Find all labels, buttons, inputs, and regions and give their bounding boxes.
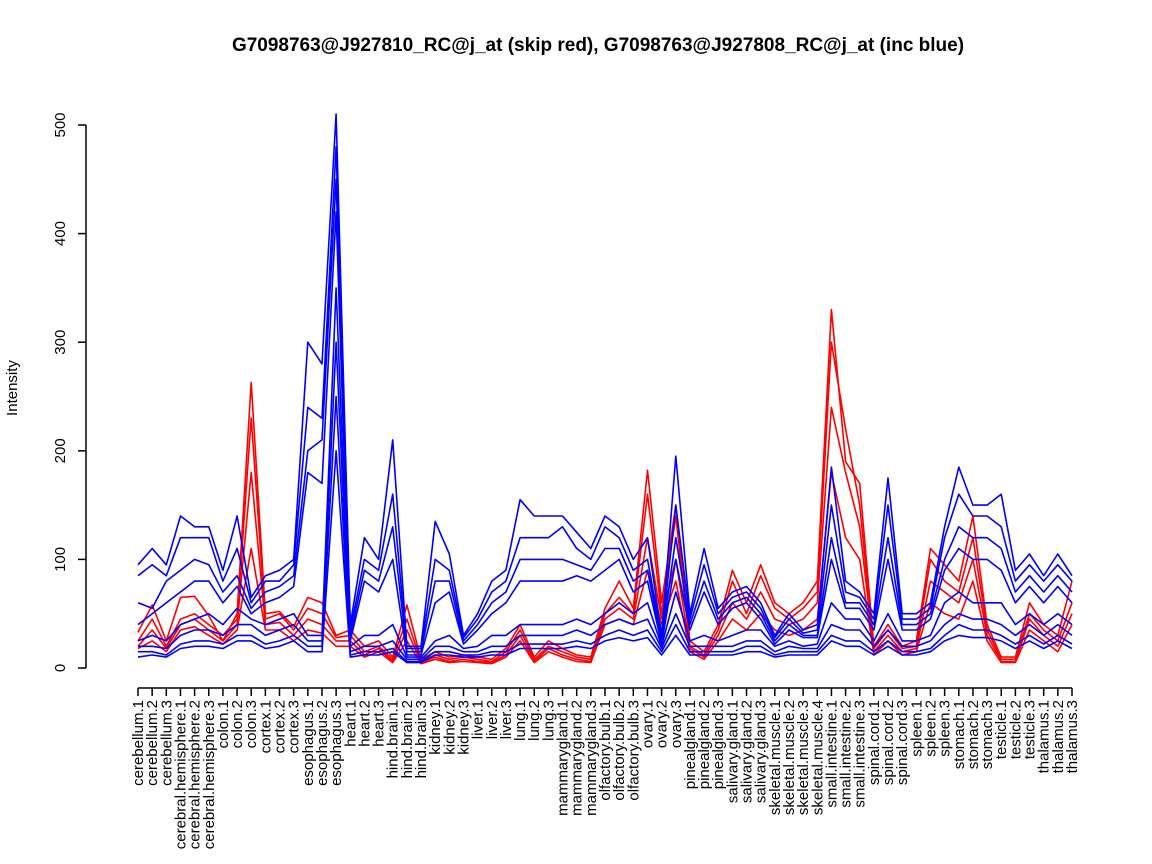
x-tick-label: lung.2 bbox=[526, 700, 543, 741]
x-tick-label: esophagus.1 bbox=[300, 700, 317, 786]
x-tick-label: hind.brain.2 bbox=[399, 700, 416, 778]
x-tick-label: cerebellum.1 bbox=[130, 700, 147, 786]
x-tick-label: stomach.3 bbox=[979, 700, 996, 769]
y-tick-label: 100 bbox=[52, 547, 69, 572]
x-tick-label: cerebellum.3 bbox=[158, 700, 175, 786]
x-tick-label: skeletal.muscle.2 bbox=[781, 700, 798, 815]
x-tick-label: kidney.3 bbox=[455, 700, 472, 755]
y-tick-label: 300 bbox=[52, 330, 69, 355]
x-tick-label: cerebral.hemisphere.1 bbox=[172, 700, 189, 849]
x-tick-label: salivary.gland.2 bbox=[739, 700, 756, 803]
x-tick-label: olfactory.bulb.1 bbox=[597, 700, 614, 801]
x-tick-label: spinal.cord.2 bbox=[880, 700, 897, 785]
x-tick-label: testicle.1 bbox=[993, 700, 1010, 759]
x-tick-label: lung.1 bbox=[512, 700, 529, 741]
x-tick-label: heart.3 bbox=[371, 700, 388, 747]
x-tick-label: mammarygland.3 bbox=[583, 700, 600, 816]
x-tick-label: olfactory.bulb.2 bbox=[611, 700, 628, 801]
x-tick-label: mammarygland.2 bbox=[569, 700, 586, 816]
x-tick-label: thalamus.3 bbox=[1064, 700, 1081, 773]
x-tick-label: cerebral.hemisphere.3 bbox=[201, 700, 218, 849]
y-tick-label: 0 bbox=[52, 664, 69, 672]
y-axis-label: Intensity bbox=[4, 360, 21, 416]
x-tick-label: spleen.3 bbox=[937, 700, 954, 757]
y-tick-label: 400 bbox=[52, 221, 69, 246]
x-tick-label: salivary.gland.3 bbox=[753, 700, 770, 803]
x-tick-label: kidney.1 bbox=[427, 700, 444, 755]
x-tick-label: skeletal.muscle.4 bbox=[809, 700, 826, 815]
y-axis: 0 100 200 300 400 500 bbox=[52, 112, 87, 672]
inc-series-line-4 bbox=[137, 113, 1073, 648]
inc-series-line-9 bbox=[138, 341, 1073, 661]
x-tick-label: esophagus.3 bbox=[328, 700, 345, 786]
x-tick-label: skeletal.muscle.1 bbox=[767, 700, 784, 815]
x-tick-label: thalamus.2 bbox=[1050, 700, 1067, 773]
x-tick-label: cortex.1 bbox=[257, 700, 274, 753]
x-tick-label: colon.2 bbox=[229, 700, 246, 748]
x-tick-label: cortex.3 bbox=[286, 700, 303, 753]
y-tick-label: 200 bbox=[52, 438, 69, 463]
x-tick-label: stomach.1 bbox=[951, 700, 968, 769]
x-tick-label: spinal.cord.1 bbox=[866, 700, 883, 785]
x-tick-label: spleen.1 bbox=[908, 700, 925, 757]
x-tick-label: cerebellum.2 bbox=[144, 700, 161, 786]
x-tick-label: ovary.3 bbox=[668, 700, 685, 748]
x-tick-label: mammarygland.1 bbox=[555, 700, 572, 816]
x-tick-label: hind.brain.3 bbox=[413, 700, 430, 778]
x-tick-label: cerebral.hemisphere.2 bbox=[187, 700, 204, 849]
x-axis: cerebellum.1cerebellum.2cerebellum.3cere… bbox=[130, 687, 1081, 849]
x-tick-label: thalamus.1 bbox=[1036, 700, 1053, 773]
x-tick-label: stomach.2 bbox=[965, 700, 982, 769]
x-tick-label: testicle.2 bbox=[1007, 700, 1024, 759]
x-tick-label: pinealgland.2 bbox=[696, 700, 713, 789]
x-tick-label: hind.brain.1 bbox=[385, 700, 402, 778]
x-tick-label: small.intestine.1 bbox=[823, 700, 840, 808]
x-tick-label: salivary.gland.1 bbox=[724, 700, 741, 803]
y-tick-label: 500 bbox=[52, 112, 69, 137]
inc-series-line-7 bbox=[137, 211, 1073, 656]
x-tick-label: pinealgland.3 bbox=[710, 700, 727, 789]
x-tick-label: skeletal.muscle.3 bbox=[795, 700, 812, 815]
x-tick-label: colon.1 bbox=[215, 700, 232, 748]
x-tick-label: lung.3 bbox=[540, 700, 557, 741]
x-tick-label: pinealgland.1 bbox=[682, 700, 699, 789]
x-tick-label: olfactory.bulb.3 bbox=[625, 700, 642, 801]
x-tick-label: liver.1 bbox=[470, 700, 487, 739]
x-tick-label: heart.2 bbox=[356, 700, 373, 747]
inc-series-line-5 bbox=[137, 145, 1073, 650]
x-tick-label: esophagus.2 bbox=[314, 700, 331, 786]
x-tick-label: cortex.2 bbox=[272, 700, 289, 753]
x-tick-label: testicle.3 bbox=[1022, 700, 1039, 759]
x-tick-label: small.intestine.2 bbox=[838, 700, 855, 808]
x-tick-label: liver.2 bbox=[484, 700, 501, 739]
inc-series-line-11 bbox=[137, 449, 1073, 664]
x-tick-label: spleen.2 bbox=[922, 700, 939, 757]
x-tick-label: spinal.cord.3 bbox=[894, 700, 911, 785]
x-tick-label: colon.3 bbox=[243, 700, 260, 748]
x-tick-label: liver.3 bbox=[498, 700, 515, 739]
x-tick-label: small.intestine.3 bbox=[852, 700, 869, 808]
x-tick-label: ovary.1 bbox=[639, 700, 656, 748]
inc-series-line-10 bbox=[138, 395, 1073, 663]
x-tick-label: heart.1 bbox=[342, 700, 359, 747]
x-tick-label: kidney.2 bbox=[441, 700, 458, 755]
inc-series-line-8 bbox=[137, 287, 1073, 658]
inc-series-line-6 bbox=[137, 178, 1073, 653]
chart-title: G7098763@J927810_RC@j_at (skip red), G70… bbox=[232, 35, 964, 56]
x-tick-label: ovary.2 bbox=[654, 700, 671, 748]
series-layer bbox=[137, 113, 1073, 665]
